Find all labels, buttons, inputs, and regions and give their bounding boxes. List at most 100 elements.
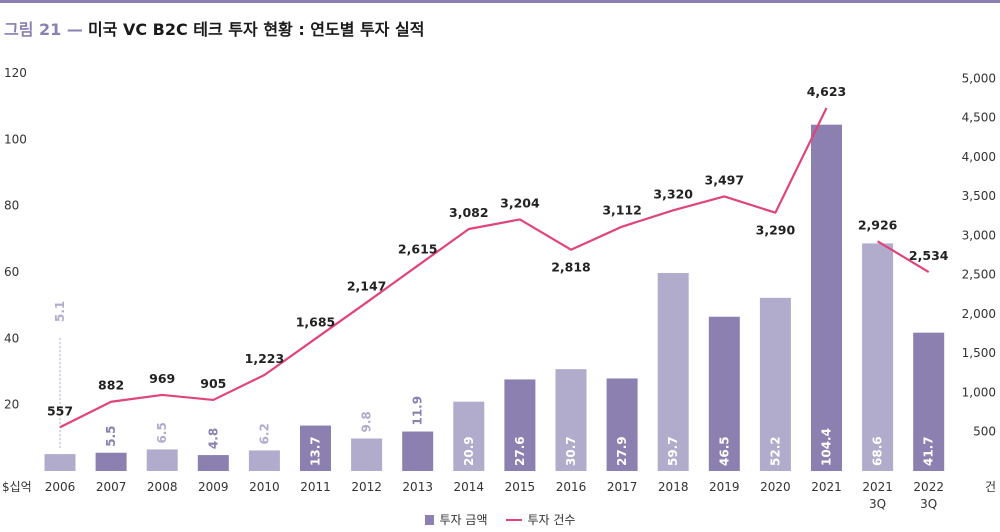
line-value-label: 3,082 bbox=[449, 205, 489, 220]
bar bbox=[44, 454, 76, 471]
line-value-label: 3,497 bbox=[705, 172, 745, 187]
bar-value-label: 6.2 bbox=[257, 423, 271, 444]
line-value-label: 3,290 bbox=[756, 223, 796, 238]
x-tick-label: 3Q bbox=[869, 497, 886, 511]
y-left-tick-label: 80 bbox=[4, 199, 19, 213]
bar bbox=[555, 369, 587, 471]
y-right-tick-label: 500 bbox=[973, 425, 996, 439]
x-tick-label: 2007 bbox=[96, 480, 127, 494]
x-tick-label: 2020 bbox=[760, 480, 791, 494]
bar-value-label: 30.7 bbox=[564, 436, 578, 466]
figure-label: 그림 21 — bbox=[4, 20, 83, 39]
line-series bbox=[877, 240, 930, 273]
bar bbox=[708, 316, 740, 471]
legend-swatch-bar bbox=[424, 514, 434, 525]
line-value-label: 2,615 bbox=[398, 242, 438, 257]
legend-item-count: 투자 건수 bbox=[505, 511, 576, 528]
bar bbox=[759, 297, 791, 471]
x-tick-label: 2021 bbox=[862, 480, 893, 494]
x-tick-label: 2016 bbox=[556, 480, 587, 494]
bar bbox=[913, 332, 945, 471]
y-right-tick-label: 2,000 bbox=[962, 307, 996, 321]
y-left-tick-label: 100 bbox=[4, 132, 27, 146]
y-right-tick-label: 3,500 bbox=[962, 189, 996, 203]
bar-value-label: 68.6 bbox=[871, 436, 885, 466]
y-right-tick-label: 4,500 bbox=[962, 111, 996, 125]
bar bbox=[300, 425, 331, 471]
line-value-label: 2,147 bbox=[347, 278, 387, 293]
bar-value-label: 27.9 bbox=[615, 436, 629, 466]
x-tick-label: 2012 bbox=[351, 480, 382, 494]
y-right-tick-label: 2,500 bbox=[962, 268, 996, 282]
bar bbox=[504, 379, 536, 471]
x-tick-label: 2013 bbox=[402, 480, 433, 494]
x-tick-label: 2017 bbox=[607, 480, 638, 494]
line-value-label: 1,223 bbox=[245, 351, 285, 366]
chart-title: 그림 21 — 미국 VC B2C 테크 투자 현황 : 연도별 투자 실적 bbox=[4, 16, 424, 40]
line-value-label: 2,926 bbox=[858, 217, 898, 232]
bar bbox=[351, 438, 383, 471]
bar bbox=[862, 243, 894, 471]
line-value-label: 969 bbox=[149, 371, 175, 386]
bar-value-label: 6.5 bbox=[155, 422, 169, 443]
x-tick-label: 2022 bbox=[913, 480, 944, 494]
line-value-label: 882 bbox=[98, 378, 124, 393]
bar-value-label: 20.9 bbox=[462, 436, 476, 466]
line-value-label: 3,204 bbox=[500, 195, 540, 210]
x-tick-label: 2014 bbox=[454, 480, 485, 494]
bar bbox=[146, 449, 178, 471]
line-value-label: 905 bbox=[200, 376, 226, 391]
legend-swatch-line bbox=[505, 518, 522, 521]
x-tick-label: 2010 bbox=[249, 480, 280, 494]
bar-value-label: 11.9 bbox=[411, 396, 425, 426]
legend-label-count: 투자 건수 bbox=[527, 513, 576, 527]
x-tick-label: 2021 bbox=[811, 480, 842, 494]
line-series bbox=[59, 107, 828, 429]
bar-value-label: 59.7 bbox=[666, 436, 680, 466]
x-tick-label: 2019 bbox=[709, 480, 740, 494]
y-right-tick-label: 3,000 bbox=[962, 228, 996, 242]
bar-value-label: 46.5 bbox=[717, 436, 731, 466]
legend: 투자 금액 투자 건수 bbox=[0, 511, 1000, 528]
bar bbox=[606, 378, 638, 471]
line-value-label: 3,320 bbox=[653, 186, 693, 201]
bar bbox=[248, 450, 280, 471]
x-tick-label: 3Q bbox=[920, 497, 937, 511]
y-left-tick-label: 40 bbox=[4, 331, 19, 345]
bar bbox=[811, 124, 842, 471]
x-tick-label: 2009 bbox=[198, 480, 229, 494]
bar bbox=[657, 272, 689, 471]
y-right-unit-label: 건 bbox=[985, 480, 996, 494]
bar-value-label: 52.2 bbox=[768, 436, 782, 466]
bar-value-label: 104.4 bbox=[820, 428, 834, 466]
bar-value-label: 5.5 bbox=[104, 425, 118, 446]
bar bbox=[402, 431, 434, 471]
bar-value-label: 41.7 bbox=[922, 436, 936, 466]
y-left-unit-label: $십억 bbox=[2, 480, 32, 494]
y-left-tick-label: 60 bbox=[4, 265, 19, 279]
legend-label-amount: 투자 금액 bbox=[439, 513, 488, 527]
y-right-tick-label: 1,000 bbox=[962, 385, 996, 399]
line-value-label: 3,112 bbox=[602, 203, 642, 218]
bar-value-label: 9.8 bbox=[360, 411, 374, 432]
x-tick-label: 2011 bbox=[300, 480, 331, 494]
x-tick-label: 2006 bbox=[45, 480, 76, 494]
y-left-tick-label: 120 bbox=[4, 66, 27, 80]
title-text: 미국 VC B2C 테크 투자 현황 : 연도별 투자 실적 bbox=[87, 20, 425, 39]
y-right-tick-label: 5,000 bbox=[962, 71, 996, 85]
line-value-label: 2,534 bbox=[909, 248, 949, 263]
line-value-label: 4,623 bbox=[807, 84, 847, 99]
x-tick-label: 2015 bbox=[505, 480, 536, 494]
line-value-label: 1,685 bbox=[296, 315, 336, 330]
x-tick-label: 2008 bbox=[147, 480, 178, 494]
top-rule bbox=[0, 0, 1000, 3]
line-value-label: 2,818 bbox=[551, 260, 591, 275]
bar-value-label: 27.6 bbox=[513, 436, 527, 466]
bar-value-label: 4.8 bbox=[206, 428, 220, 449]
x-tick-label: 2018 bbox=[658, 480, 689, 494]
y-right-tick-label: 1,500 bbox=[962, 346, 996, 360]
line-value-label: 557 bbox=[47, 403, 73, 418]
bar bbox=[95, 452, 127, 471]
bar bbox=[453, 401, 485, 471]
